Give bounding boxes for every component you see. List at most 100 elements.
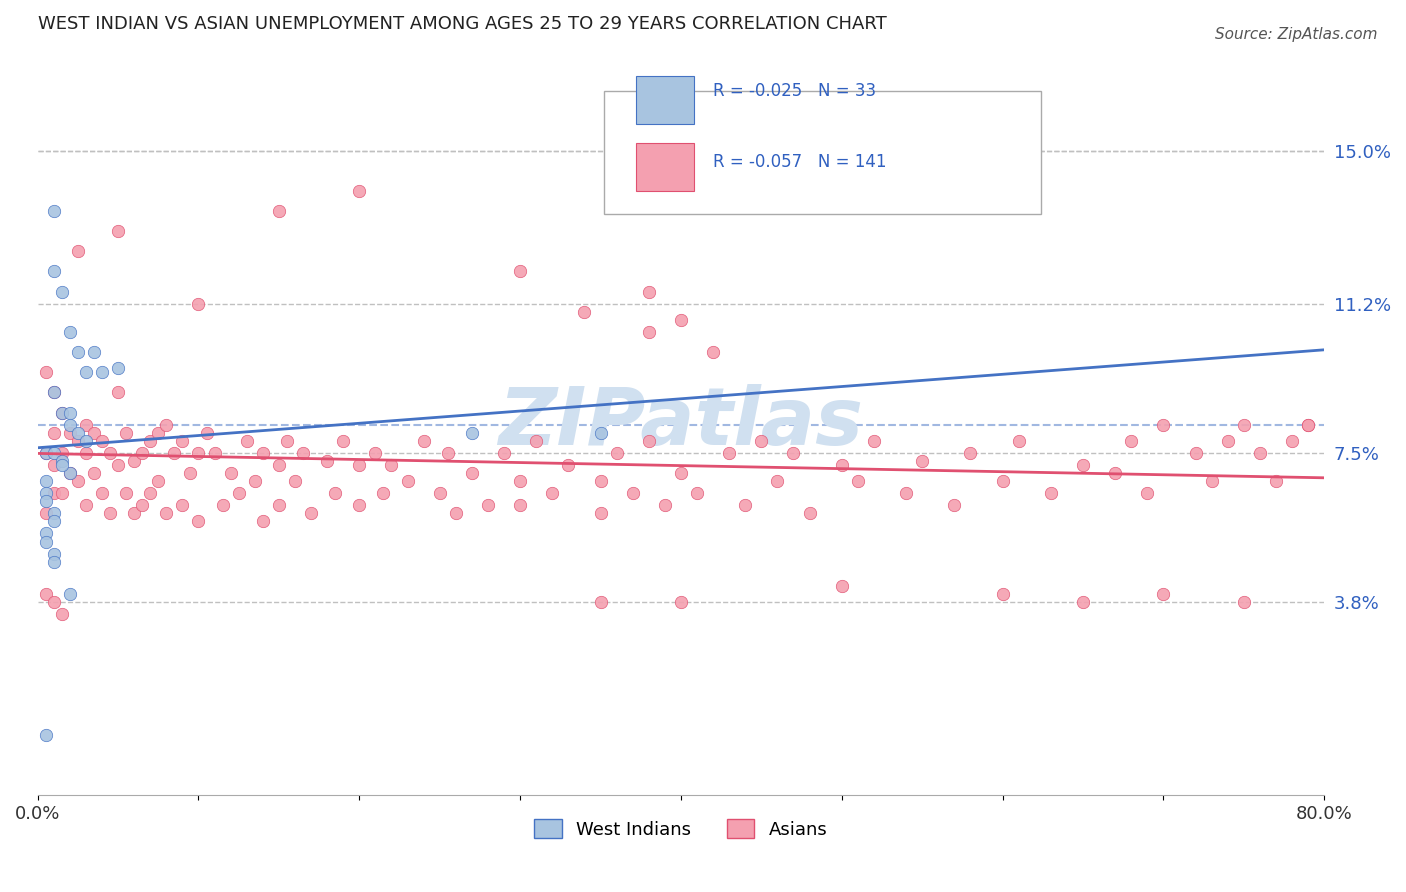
Point (1121, 434, 1143, 448)
Point (267, 458, 290, 472)
Point (654, 498, 676, 512)
Point (1233, 595, 1256, 609)
Point (42, 595, 65, 609)
Point (349, 184, 371, 198)
Point (637, 285, 659, 299)
Point (364, 446, 387, 460)
Point (323, 486, 346, 500)
Point (35, 446, 58, 460)
Point (139, 434, 162, 448)
Point (163, 446, 186, 460)
Point (107, 361, 129, 376)
Point (42, 486, 65, 500)
Point (42, 547, 65, 561)
Point (42, 264, 65, 278)
Point (179, 466, 201, 480)
Point (107, 458, 129, 472)
Point (589, 506, 612, 520)
Point (589, 425, 612, 440)
Point (51, 458, 73, 472)
Point (541, 486, 564, 500)
Point (1281, 434, 1303, 448)
Point (59, 587, 82, 601)
Point (187, 446, 209, 460)
Point (509, 264, 531, 278)
Point (35, 446, 58, 460)
Point (204, 446, 226, 460)
Point (42, 555, 65, 569)
Point (557, 458, 579, 472)
Point (35, 526, 58, 541)
Point (148, 425, 170, 440)
Point (1071, 458, 1094, 472)
Point (799, 506, 821, 520)
Point (122, 454, 145, 468)
Point (66, 434, 89, 448)
Point (228, 486, 250, 500)
Point (98, 446, 121, 460)
Point (172, 434, 194, 448)
Point (686, 486, 709, 500)
Point (1296, 417, 1319, 432)
Point (284, 474, 307, 488)
Point (42, 458, 65, 472)
Point (316, 454, 339, 468)
Point (1039, 486, 1062, 500)
Point (1136, 486, 1159, 500)
Point (349, 458, 371, 472)
Point (589, 595, 612, 609)
Point (98, 506, 121, 520)
Point (252, 446, 274, 460)
Point (396, 474, 419, 488)
Point (863, 434, 886, 448)
FancyBboxPatch shape (603, 91, 1040, 214)
Point (35, 728, 58, 742)
Point (59, 405, 82, 419)
Point (42, 385, 65, 400)
FancyBboxPatch shape (636, 76, 693, 124)
Point (187, 514, 209, 528)
Point (35, 486, 58, 500)
Point (155, 417, 177, 432)
Point (637, 325, 659, 339)
Point (637, 434, 659, 448)
Point (107, 224, 129, 238)
Point (276, 434, 298, 448)
Point (1184, 446, 1206, 460)
Point (991, 587, 1014, 601)
Point (1264, 474, 1286, 488)
Point (51, 405, 73, 419)
Point (461, 425, 484, 440)
Point (35, 365, 58, 379)
Point (59, 325, 82, 339)
Point (1104, 466, 1126, 480)
Point (299, 506, 322, 520)
Point (59, 425, 82, 440)
Point (42, 385, 65, 400)
Point (35, 506, 58, 520)
Point (1152, 587, 1174, 601)
Point (524, 434, 547, 448)
Point (122, 506, 145, 520)
Point (1216, 434, 1239, 448)
Point (42, 514, 65, 528)
Point (35, 494, 58, 508)
Point (83, 466, 105, 480)
Point (509, 474, 531, 488)
Point (574, 305, 596, 319)
Point (1201, 474, 1223, 488)
Point (991, 474, 1014, 488)
Point (59, 466, 82, 480)
Point (669, 595, 692, 609)
Point (461, 466, 484, 480)
Point (75, 446, 97, 460)
Text: R = -0.057   N = 141: R = -0.057 N = 141 (713, 153, 887, 170)
Point (51, 405, 73, 419)
Point (412, 434, 434, 448)
Point (51, 285, 73, 299)
Point (831, 579, 853, 593)
Point (831, 458, 853, 472)
Text: WEST INDIAN VS ASIAN UNEMPLOYMENT AMONG AGES 25 TO 29 YEARS CORRELATION CHART: WEST INDIAN VS ASIAN UNEMPLOYMENT AMONG … (38, 15, 886, 33)
Point (429, 486, 451, 500)
Point (107, 385, 129, 400)
